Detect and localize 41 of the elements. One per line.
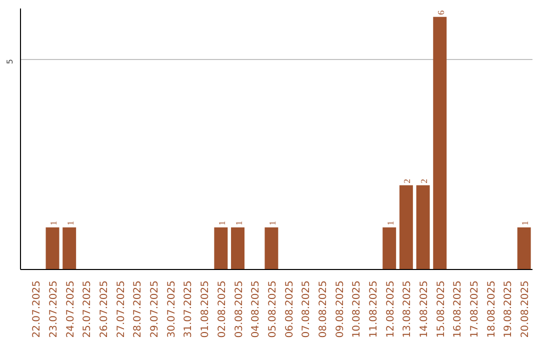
data-label: 1 [385,220,396,226]
data-label: 1 [520,220,530,226]
x-tick-label: 16.08.2025 [452,280,464,338]
x-tick-label: 12.08.2025 [385,280,396,338]
x-tick-label: 15.08.2025 [436,280,447,338]
data-label: 2 [402,178,412,184]
x-tick-label: 08.08.2025 [318,280,329,338]
x-tick-label: 26.07.2025 [99,280,110,338]
x-tick-label: 20.08.2025 [520,280,532,338]
x-tick-label: 07.08.2025 [301,280,312,338]
y-tick-label: 5 [6,59,14,64]
x-tick-label: 09.08.2025 [334,280,346,338]
data-label: 2 [419,178,430,184]
x-tick-label: 01.08.2025 [200,280,212,338]
x-tick-label: 29.07.2025 [150,280,161,338]
x-tick-label: 11.08.2025 [368,280,380,338]
x-tick-label: 10.08.2025 [352,280,363,338]
x-tick-label: 30.07.2025 [166,280,178,338]
data-label: 1 [267,220,278,226]
x-tick-label: 27.07.2025 [116,280,127,338]
data-label: 1 [65,220,76,226]
x-tick-label: 02.08.2025 [216,280,228,338]
x-tick-label: 25.07.2025 [82,280,94,338]
x-tick-label: 23.07.2025 [48,280,60,338]
data-label: 1 [234,220,244,226]
x-tick-label: 22.07.2025 [32,280,43,338]
x-tick-label: 17.08.2025 [470,280,481,338]
x-tick-label: 03.08.2025 [234,280,245,338]
x-tick-label: 13.08.2025 [402,280,414,338]
data-label: 1 [48,220,58,226]
x-tick-label: 06.08.2025 [284,280,296,338]
x-tick-label: 28.07.2025 [132,280,144,338]
data-label: 6 [436,10,446,15]
x-tick-label: 04.08.2025 [250,280,262,338]
x-tick-label: 24.07.2025 [65,280,76,338]
x-tick-label: 14.08.2025 [419,280,430,338]
x-tick-label: 31.07.2025 [183,280,194,338]
x-tick-label: 18.08.2025 [486,280,498,338]
x-tick-label: 19.08.2025 [503,280,514,338]
data-label: 1 [216,220,227,226]
x-tick-label: 05.08.2025 [267,280,278,338]
